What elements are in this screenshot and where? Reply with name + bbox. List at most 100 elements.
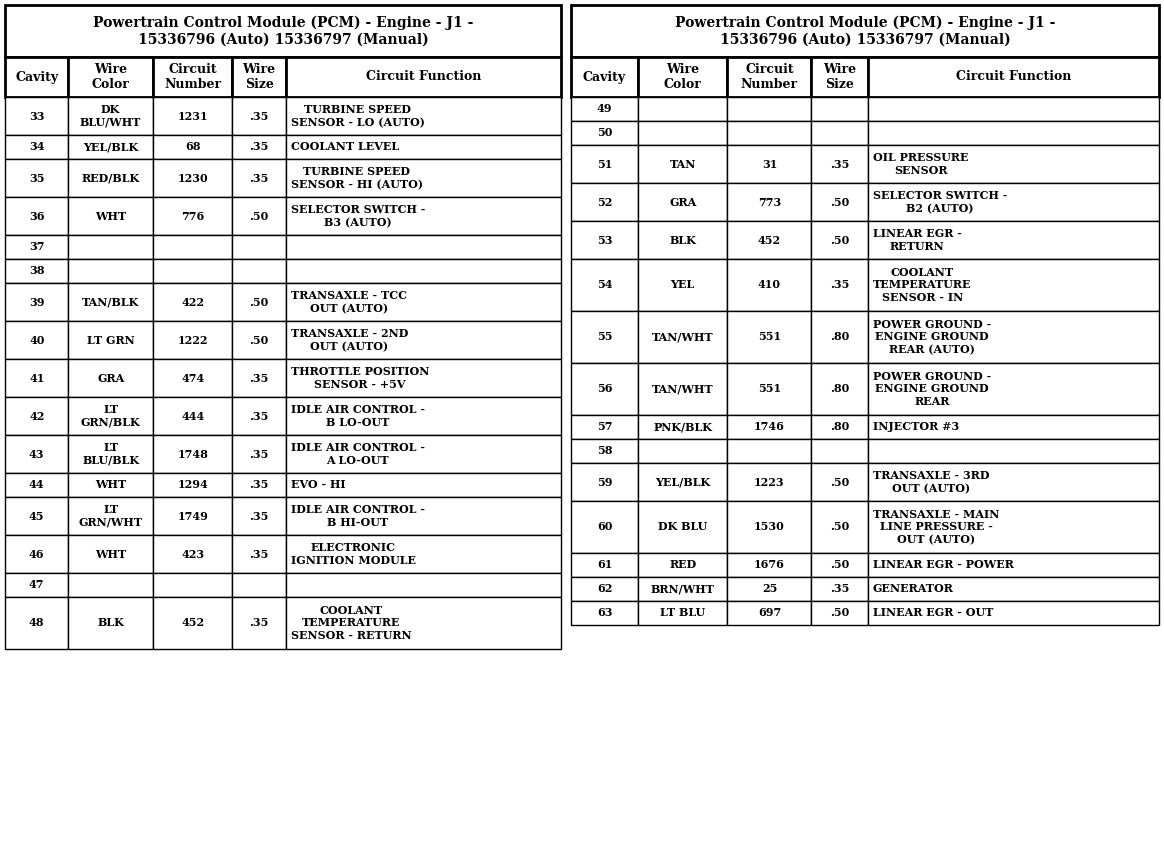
- Bar: [286, 535, 561, 573]
- Bar: [152, 135, 233, 159]
- Text: .50: .50: [830, 607, 850, 618]
- Bar: [69, 159, 152, 197]
- Text: YEL: YEL: [670, 279, 695, 291]
- Bar: [638, 501, 728, 553]
- Bar: [728, 463, 811, 501]
- Text: 53: 53: [597, 234, 612, 246]
- Text: POWER GROUND -
ENGINE GROUND
REAR (AUTO): POWER GROUND - ENGINE GROUND REAR (AUTO): [873, 318, 992, 356]
- Text: 1676: 1676: [754, 560, 785, 571]
- Bar: [728, 311, 811, 363]
- Bar: [868, 463, 1159, 501]
- Text: Wire
Size: Wire Size: [242, 63, 276, 91]
- Bar: [69, 235, 152, 259]
- Bar: [5, 573, 69, 597]
- Bar: [572, 221, 638, 259]
- Bar: [638, 221, 728, 259]
- Text: LINEAR EGR - OUT: LINEAR EGR - OUT: [873, 607, 993, 618]
- Bar: [69, 473, 152, 497]
- Text: LINEAR EGR - POWER: LINEAR EGR - POWER: [873, 560, 1014, 571]
- Bar: [152, 283, 233, 321]
- Bar: [69, 57, 152, 97]
- Bar: [233, 321, 286, 359]
- Text: TRANSAXLE - 3RD
OUT (AUTO): TRANSAXLE - 3RD OUT (AUTO): [873, 470, 989, 494]
- Text: 1223: 1223: [754, 477, 785, 488]
- Bar: [5, 235, 69, 259]
- Text: 54: 54: [597, 279, 612, 291]
- Text: Circuit Function: Circuit Function: [956, 71, 1071, 84]
- Text: 52: 52: [597, 196, 612, 208]
- Text: BRN/WHT: BRN/WHT: [651, 584, 715, 594]
- Text: .80: .80: [830, 383, 850, 394]
- Text: 62: 62: [597, 584, 612, 594]
- Text: 38: 38: [29, 266, 44, 277]
- Text: 34: 34: [29, 142, 44, 152]
- Bar: [868, 415, 1159, 439]
- Text: .80: .80: [830, 331, 850, 343]
- Text: 1222: 1222: [177, 335, 208, 345]
- Bar: [286, 97, 561, 135]
- Bar: [152, 259, 233, 283]
- Bar: [5, 473, 69, 497]
- Text: 42: 42: [29, 411, 44, 421]
- Bar: [728, 121, 811, 145]
- Bar: [811, 363, 868, 415]
- Bar: [5, 159, 69, 197]
- Bar: [233, 535, 286, 573]
- Bar: [572, 5, 1159, 57]
- Text: 57: 57: [597, 421, 612, 432]
- Bar: [572, 121, 638, 145]
- Bar: [868, 311, 1159, 363]
- Text: WHT: WHT: [95, 210, 126, 221]
- Text: 60: 60: [597, 522, 612, 533]
- Bar: [638, 363, 728, 415]
- Bar: [572, 183, 638, 221]
- Text: LT
GRN/WHT: LT GRN/WHT: [79, 504, 143, 528]
- Bar: [69, 573, 152, 597]
- Text: Powertrain Control Module (PCM) - Engine - J1 -
15336796 (Auto) 15336797 (Manual: Powertrain Control Module (PCM) - Engine…: [93, 16, 474, 47]
- Text: 61: 61: [597, 560, 612, 571]
- Bar: [728, 183, 811, 221]
- Text: YEL/BLK: YEL/BLK: [83, 142, 139, 152]
- Text: TRANSAXLE - TCC
OUT (AUTO): TRANSAXLE - TCC OUT (AUTO): [291, 290, 406, 314]
- Text: 68: 68: [185, 142, 200, 152]
- Text: 43: 43: [29, 448, 44, 459]
- Text: IDLE AIR CONTROL -
B HI-OUT: IDLE AIR CONTROL - B HI-OUT: [291, 504, 425, 528]
- Text: EVO - HI: EVO - HI: [291, 479, 346, 490]
- Bar: [233, 259, 286, 283]
- Text: .35: .35: [249, 373, 269, 383]
- Bar: [638, 311, 728, 363]
- Text: GRA: GRA: [669, 196, 696, 208]
- Text: COOLANT LEVEL: COOLANT LEVEL: [291, 142, 399, 152]
- Text: .35: .35: [249, 548, 269, 560]
- Bar: [233, 135, 286, 159]
- Text: OIL PRESSURE
SENSOR: OIL PRESSURE SENSOR: [873, 152, 968, 176]
- Bar: [638, 439, 728, 463]
- Text: .50: .50: [830, 196, 850, 208]
- Bar: [5, 321, 69, 359]
- Text: .35: .35: [249, 172, 269, 183]
- Bar: [286, 435, 561, 473]
- Bar: [638, 577, 728, 601]
- Bar: [638, 553, 728, 577]
- Text: Wire
Size: Wire Size: [823, 63, 857, 91]
- Bar: [868, 259, 1159, 311]
- Bar: [868, 601, 1159, 625]
- Bar: [811, 259, 868, 311]
- Bar: [286, 473, 561, 497]
- Text: 37: 37: [29, 241, 44, 253]
- Bar: [728, 415, 811, 439]
- Bar: [152, 535, 233, 573]
- Bar: [868, 57, 1159, 97]
- Text: TURBINE SPEED
SENSOR - HI (AUTO): TURBINE SPEED SENSOR - HI (AUTO): [291, 166, 423, 190]
- Bar: [638, 463, 728, 501]
- Text: .35: .35: [249, 448, 269, 459]
- Bar: [152, 473, 233, 497]
- Bar: [5, 135, 69, 159]
- Text: DK
BLU/WHT: DK BLU/WHT: [80, 104, 141, 128]
- Bar: [811, 97, 868, 121]
- Bar: [811, 415, 868, 439]
- Text: 45: 45: [29, 510, 44, 522]
- Bar: [69, 535, 152, 573]
- Text: 444: 444: [182, 411, 204, 421]
- Bar: [811, 57, 868, 97]
